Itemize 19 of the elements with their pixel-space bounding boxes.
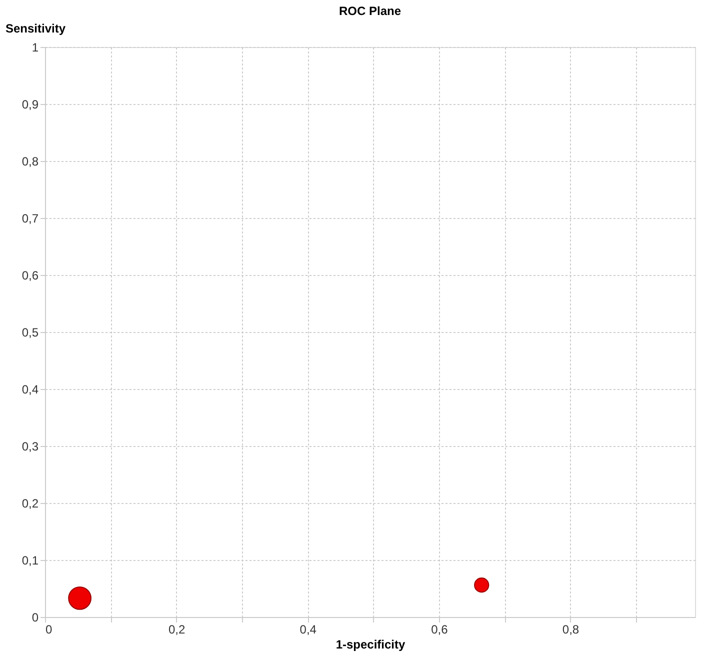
- x-tick-label: 0,2: [168, 622, 186, 636]
- chart-title: ROC Plane: [338, 4, 402, 18]
- x-axis-title: 1-specificity: [336, 638, 406, 652]
- x-tick-label: 0,4: [300, 622, 317, 636]
- y-tick-label: 0,1: [22, 554, 39, 568]
- y-tick-label: 0,5: [22, 326, 39, 340]
- y-axis-title: Sensitivity: [6, 22, 66, 36]
- y-tick-label: 0,4: [22, 382, 39, 396]
- y-tick-label: 0,3: [22, 440, 39, 454]
- y-tick-label: 0: [32, 610, 39, 624]
- y-tick-label: 0,6: [22, 268, 39, 282]
- y-tick-label: 0,8: [22, 154, 39, 168]
- y-tick-label: 0,7: [22, 212, 39, 226]
- x-tick-label: 0: [46, 622, 52, 636]
- y-tick-label: 1: [32, 40, 39, 54]
- y-tick-label: 0,9: [22, 98, 39, 112]
- x-tick-label: 0,8: [562, 622, 580, 636]
- y-tick-label: 0,2: [22, 496, 39, 510]
- x-tick-label: 0,6: [431, 622, 448, 636]
